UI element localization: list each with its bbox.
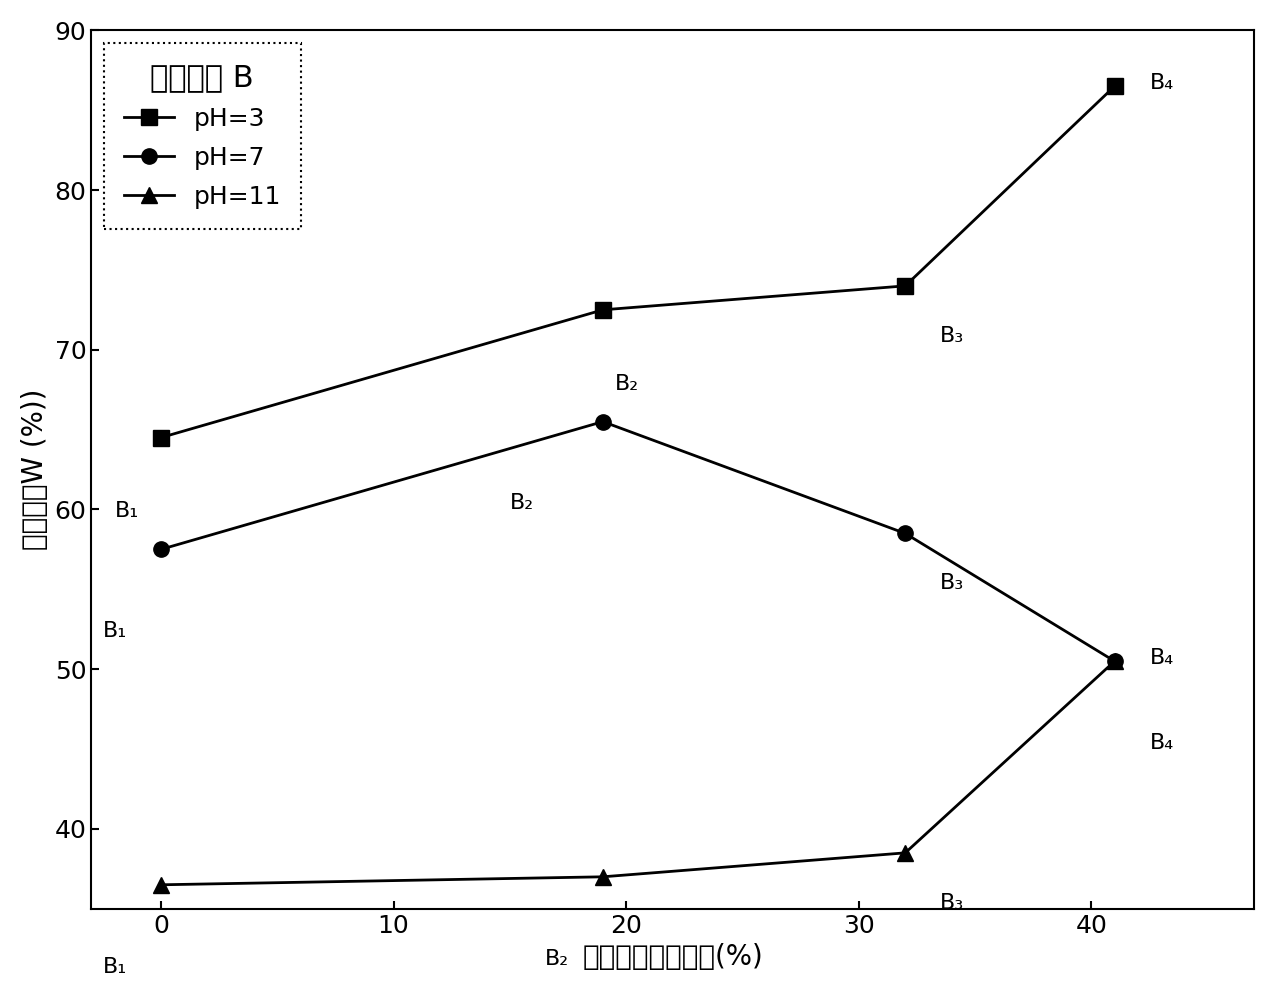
pH=3 bbox=[153, 432, 168, 443]
Line: pH=7: pH=7 bbox=[153, 414, 1122, 669]
pH=7 bbox=[898, 528, 913, 540]
Legend: pH=3, pH=7, pH=11: pH=3, pH=7, pH=11 bbox=[103, 43, 301, 229]
Text: B₃: B₃ bbox=[940, 325, 964, 346]
pH=11 bbox=[898, 847, 913, 859]
pH=3 bbox=[595, 304, 611, 315]
Text: B₂: B₂ bbox=[544, 948, 569, 968]
Text: B₁: B₁ bbox=[103, 621, 128, 641]
Text: B₁: B₁ bbox=[115, 502, 139, 522]
Text: B₃: B₃ bbox=[940, 893, 964, 913]
pH=11 bbox=[153, 879, 168, 891]
Y-axis label: 吸胀率（W (%)): 吸胀率（W (%)) bbox=[20, 389, 48, 551]
Line: pH=11: pH=11 bbox=[153, 654, 1122, 893]
X-axis label: 温敏扩链剂的含量(%): 温敏扩链剂的含量(%) bbox=[583, 943, 762, 971]
Text: B₂: B₂ bbox=[510, 493, 534, 514]
pH=3 bbox=[898, 280, 913, 292]
pH=3 bbox=[1107, 80, 1122, 92]
pH=7 bbox=[1107, 656, 1122, 668]
Text: B₄: B₄ bbox=[1150, 649, 1173, 669]
Text: B₄: B₄ bbox=[1150, 73, 1173, 93]
pH=11 bbox=[1107, 656, 1122, 668]
Text: B₁: B₁ bbox=[103, 956, 128, 977]
Text: B₄: B₄ bbox=[1150, 733, 1173, 753]
Line: pH=3: pH=3 bbox=[153, 78, 1122, 445]
Text: B₃: B₃ bbox=[940, 573, 964, 593]
Text: B₂: B₂ bbox=[615, 374, 639, 394]
pH=7 bbox=[595, 416, 611, 428]
pH=7 bbox=[153, 544, 168, 556]
pH=11 bbox=[595, 871, 611, 883]
